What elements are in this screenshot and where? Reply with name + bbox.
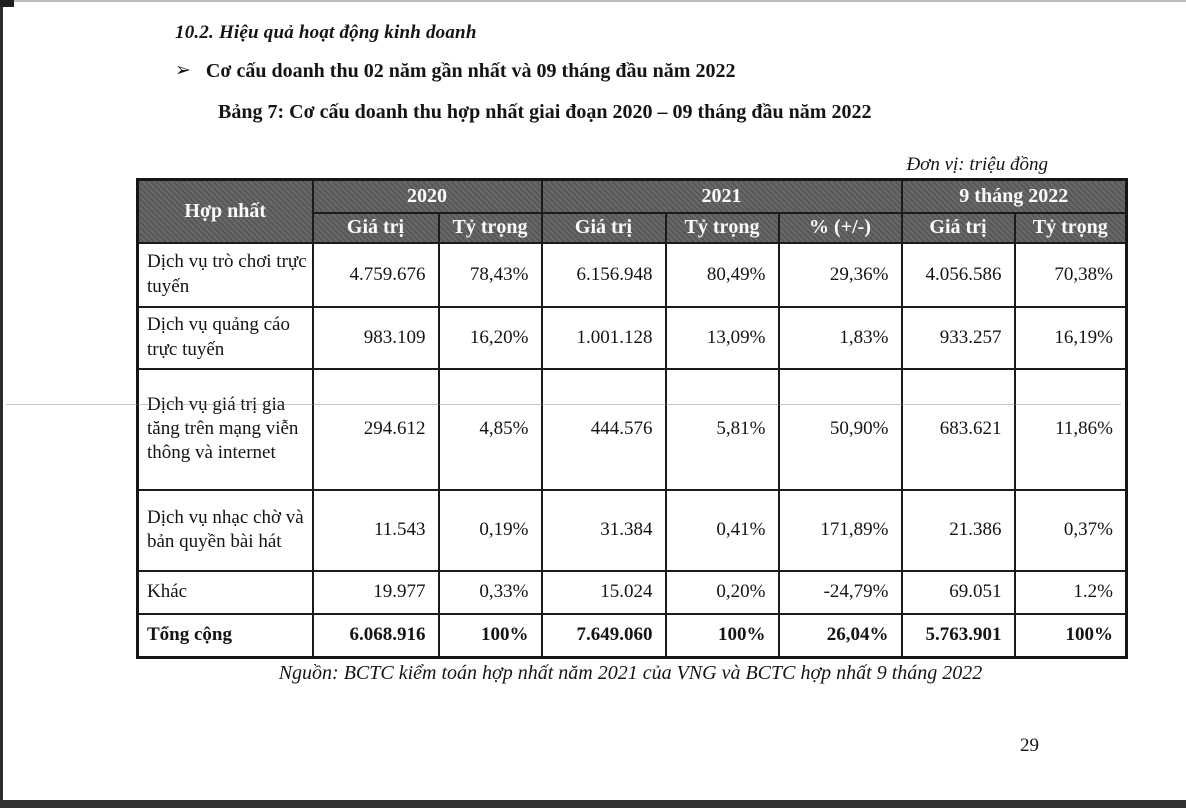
section-heading: 10.2. Hiệu quả hoạt động kinh doanh xyxy=(175,22,477,43)
table-cell: 100% xyxy=(664,612,780,659)
list-arrow-marker: ➢ xyxy=(175,60,191,81)
table-cell: 69.051 xyxy=(900,569,1016,615)
row-label: Khác xyxy=(136,569,314,615)
table-row: Tổng cộng 6.068.916 100% 7.649.060 100% 26,04… xyxy=(136,612,1128,659)
bullet-text: Cơ cấu doanh thu 02 năm gần nhất và 09 t… xyxy=(205,60,736,82)
table-cell: 4.056.586 xyxy=(900,241,1016,308)
table-cell: 78,43% xyxy=(437,241,543,308)
table-cell: -24,79% xyxy=(777,569,903,615)
table-cell: 11,86% xyxy=(1013,367,1128,491)
table-cell: 13,09% xyxy=(664,305,780,370)
row-label: Dịch vụ nhạc chờ và bản quyền bài hát xyxy=(136,488,314,572)
row-label: Dịch vụ quảng cáo trực tuyến xyxy=(136,305,314,370)
corner-header-cell: Hợp nhất xyxy=(136,178,314,244)
table-cell: 0,20% xyxy=(664,569,780,615)
scan-bottom-bar xyxy=(0,800,1186,808)
table-cell: 29,36% xyxy=(777,241,903,308)
table-cell: 294.612 xyxy=(311,367,440,491)
table-cell: 1,83% xyxy=(777,305,903,370)
table-cell: 1.001.128 xyxy=(540,305,667,370)
table-caption: Bảng 7: Cơ cấu doanh thu hợp nhất giai đ… xyxy=(218,101,872,123)
scan-left-border xyxy=(0,0,3,808)
table-row: Dịch vụ giá trị gia tăng trên mạng viễn … xyxy=(136,367,1128,491)
scan-artifact-line xyxy=(6,404,1121,405)
bullet-line: ➢ Cơ cấu doanh thu 02 năm gần nhất và 09… xyxy=(175,60,735,83)
table-cell: 7.649.060 xyxy=(540,612,667,659)
header-row-years: Hợp nhất 2020 2021 9 tháng 2022 xyxy=(136,178,1128,244)
table-cell: 31.384 xyxy=(540,488,667,572)
page-number: 29 xyxy=(1020,735,1039,756)
table-cell: 4.759.676 xyxy=(311,241,440,308)
header-row-sub: Giá trị Tỷ trọng Giá trị Tỷ trọng % (+/-… xyxy=(138,211,1128,244)
table-cell: 70,38% xyxy=(1013,241,1128,308)
table-cell: 0,41% xyxy=(664,488,780,572)
table-cell: 21.386 xyxy=(900,488,1016,572)
table-cell: 933.257 xyxy=(900,305,1016,370)
table-cell: 0,33% xyxy=(437,569,543,615)
colgroup-9m2022: 9 tháng 2022 xyxy=(900,178,1128,214)
table-cell: 0,37% xyxy=(1013,488,1128,572)
table-cell: 15.024 xyxy=(540,569,667,615)
table-cell: 80,49% xyxy=(664,241,780,308)
table-cell: 6.156.948 xyxy=(540,241,667,308)
subheader-cell: Tỷ trọng xyxy=(664,211,780,244)
table-cell: 5,81% xyxy=(664,367,780,491)
table-cell: 6.068.916 xyxy=(311,612,440,659)
revenue-table: Hợp nhất 2020 2021 9 tháng 2022 Giá trị … xyxy=(136,178,1128,659)
table-cell: 0,19% xyxy=(437,488,543,572)
table-cell: 100% xyxy=(437,612,543,659)
table-cell: 50,90% xyxy=(777,367,903,491)
table-cell: 19.977 xyxy=(311,569,440,615)
subheader-cell: Giá trị xyxy=(900,211,1016,244)
subheader-cell: Giá trị xyxy=(540,211,667,244)
table-cell: 444.576 xyxy=(540,367,667,491)
source-note: Nguồn: BCTC kiểm toán hợp nhất năm 2021 … xyxy=(278,662,983,684)
table-cell: 5.763.901 xyxy=(900,612,1016,659)
row-label: Dịch vụ trò chơi trực tuyến xyxy=(136,241,314,308)
colgroup-2021: 2021 xyxy=(540,178,903,214)
table-row: Dịch vụ quảng cáo trực tuyến 983.109 16,20… xyxy=(136,305,1128,370)
table-row: Dịch vụ trò chơi trực tuyến 4.759.676 78,4… xyxy=(136,241,1128,308)
unit-note: Đơn vị: triệu đồng xyxy=(906,154,1048,175)
table-cell: 16,19% xyxy=(1013,305,1128,370)
row-label: Tổng cộng xyxy=(136,612,314,659)
subheader-cell: Tỷ trọng xyxy=(437,211,543,244)
scan-top-line xyxy=(0,0,1186,2)
table-cell: 983.109 xyxy=(311,305,440,370)
subheader-cell: Tỷ trọng xyxy=(1013,211,1128,244)
table-body: Dịch vụ trò chơi trực tuyến 4.759.676 78,4… xyxy=(136,241,1128,659)
subheader-cell: Giá trị xyxy=(311,211,440,244)
table-cell: 1.2% xyxy=(1013,569,1128,615)
colgroup-2020: 2020 xyxy=(311,178,543,214)
table-cell: 171,89% xyxy=(777,488,903,572)
table-cell: 16,20% xyxy=(437,305,543,370)
table-row: Dịch vụ nhạc chờ và bản quyền bài hát 11.… xyxy=(136,488,1128,572)
table-row: Khác 19.977 0,33% 15.024 0,20% -24,79% 69.051 1… xyxy=(136,569,1128,615)
table-cell: 683.621 xyxy=(900,367,1016,491)
table-cell: 11.543 xyxy=(311,488,440,572)
table-cell: 4,85% xyxy=(437,367,543,491)
table-cell: 100% xyxy=(1013,612,1128,659)
subheader-cell: % (+/-) xyxy=(777,211,903,244)
scan-corner-mark xyxy=(0,0,14,7)
table-cell: 26,04% xyxy=(777,612,903,659)
row-label: Dịch vụ giá trị gia tăng trên mạng viễn … xyxy=(136,367,314,491)
